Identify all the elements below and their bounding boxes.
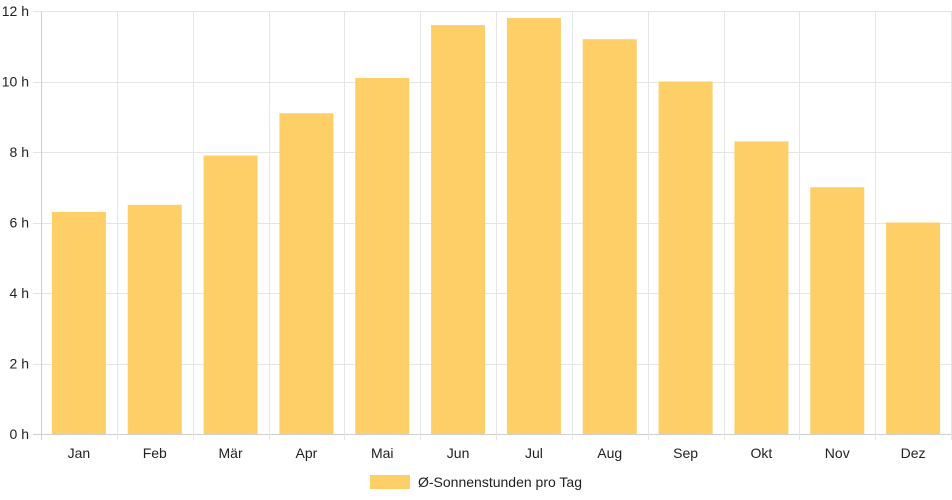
grid (33, 11, 952, 440)
bar (734, 141, 789, 435)
bar (886, 222, 941, 434)
x-tick-label: Mai (371, 445, 394, 461)
y-tick-label: 0 h (10, 426, 29, 442)
bar (582, 39, 637, 434)
x-axis: Jan Feb Mär Apr Mai Jun Jul Aug Sep Okt Nov Dez (68, 445, 926, 461)
x-tick-label: Nov (825, 445, 850, 461)
bar (51, 211, 106, 434)
bar (127, 204, 182, 434)
legend-label[interactable]: Ø-Sonnenstunden pro Tag (418, 474, 582, 490)
y-tick-label: 2 h (10, 356, 29, 372)
x-tick-label: Dez (901, 445, 926, 461)
y-tick-label: 6 h (10, 215, 29, 231)
x-tick-label: Sep (673, 445, 698, 461)
x-tick-label: Mär (219, 445, 243, 461)
bar (810, 187, 865, 434)
bar (506, 18, 561, 435)
bar (658, 81, 713, 434)
bar (431, 25, 486, 434)
x-tick-label: Okt (751, 445, 773, 461)
bar (355, 77, 410, 434)
legend-swatch[interactable] (370, 475, 410, 489)
y-tick-label: 10 h (2, 74, 29, 90)
y-tick-label: 12 h (2, 3, 29, 19)
x-tick-label: Aug (597, 445, 622, 461)
x-tick-label: Jul (525, 445, 543, 461)
x-tick-label: Apr (296, 445, 318, 461)
legend[interactable]: Ø-Sonnenstunden pro Tag (370, 474, 582, 490)
bar (279, 113, 334, 434)
y-tick-label: 8 h (10, 144, 29, 160)
y-tick-label: 4 h (10, 285, 29, 301)
bar (203, 155, 258, 434)
x-tick-label: Feb (143, 445, 167, 461)
x-tick-label: Jan (68, 445, 91, 461)
x-tick-label: Jun (447, 445, 470, 461)
bars (51, 18, 941, 435)
y-axis: 0 h 2 h 4 h 6 h 8 h 10 h 12 h (2, 3, 29, 442)
